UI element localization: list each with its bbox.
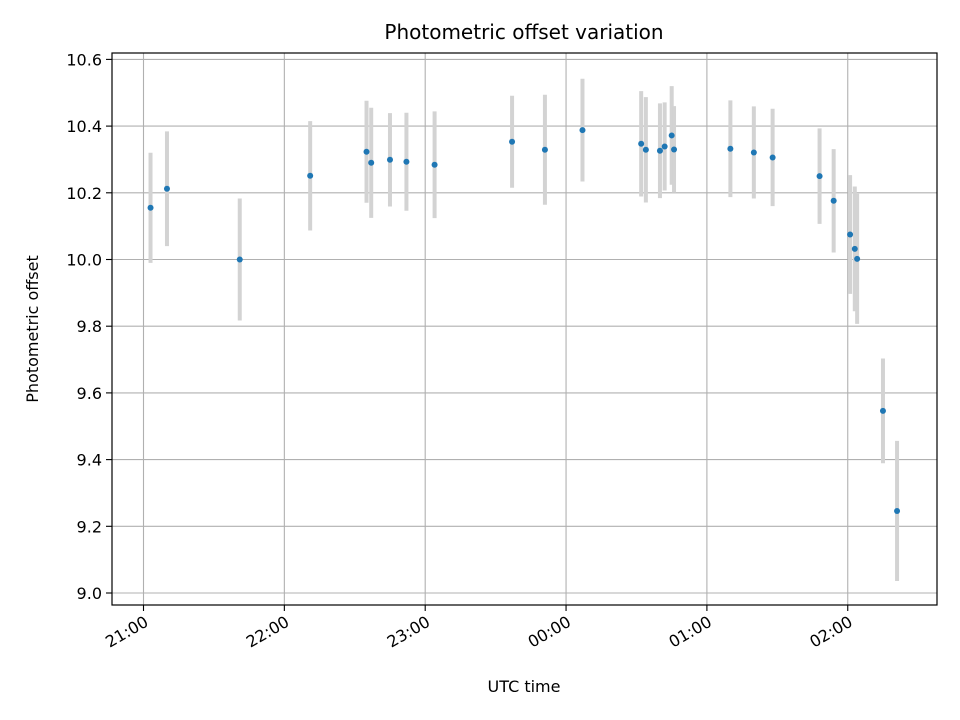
- y-tick-label: 9.6: [77, 384, 102, 403]
- data-point: [579, 127, 586, 134]
- data-point: [851, 245, 858, 252]
- y-tick-label: 9.4: [77, 451, 102, 470]
- data-point: [147, 204, 154, 211]
- data-point: [727, 145, 734, 152]
- data-point: [671, 146, 678, 153]
- data-point: [386, 156, 393, 163]
- data-point: [661, 143, 668, 150]
- y-tick-label: 10.0: [66, 251, 102, 270]
- data-point: [642, 146, 649, 153]
- data-point: [163, 185, 170, 192]
- grid: [112, 53, 937, 605]
- data-points: [147, 127, 901, 514]
- data-point: [830, 197, 837, 204]
- y-axis: 9.0 9.2 9.4 9.6 9.8 10.0 10.2 10.4 10.6: [66, 50, 112, 603]
- data-point: [847, 231, 854, 238]
- y-tick-label: 9.8: [77, 317, 102, 336]
- data-point: [668, 132, 675, 139]
- data-point: [638, 140, 645, 147]
- data-point: [816, 173, 823, 180]
- data-point: [854, 255, 861, 262]
- data-point: [403, 158, 410, 165]
- chart-title: Photometric offset variation: [384, 20, 663, 44]
- y-tick-label: 10.4: [66, 117, 102, 136]
- y-tick-label: 9.2: [77, 517, 102, 536]
- y-tick-label: 9.0: [77, 584, 102, 603]
- y-axis-label: Photometric offset: [23, 255, 42, 403]
- data-point: [236, 256, 243, 263]
- data-point: [769, 154, 776, 161]
- data-point: [368, 159, 375, 166]
- data-point: [541, 146, 548, 153]
- data-point: [509, 138, 516, 145]
- y-tick-label: 10.2: [66, 184, 102, 203]
- data-point: [431, 161, 438, 168]
- y-tick-label: 10.6: [66, 50, 102, 69]
- data-point: [879, 407, 886, 414]
- data-point: [656, 147, 663, 154]
- data-point: [894, 507, 901, 514]
- x-axis-label: UTC time: [488, 677, 561, 696]
- plot-frame: [111, 52, 938, 606]
- data-point: [307, 172, 314, 179]
- data-point: [363, 148, 370, 155]
- data-point: [750, 149, 757, 156]
